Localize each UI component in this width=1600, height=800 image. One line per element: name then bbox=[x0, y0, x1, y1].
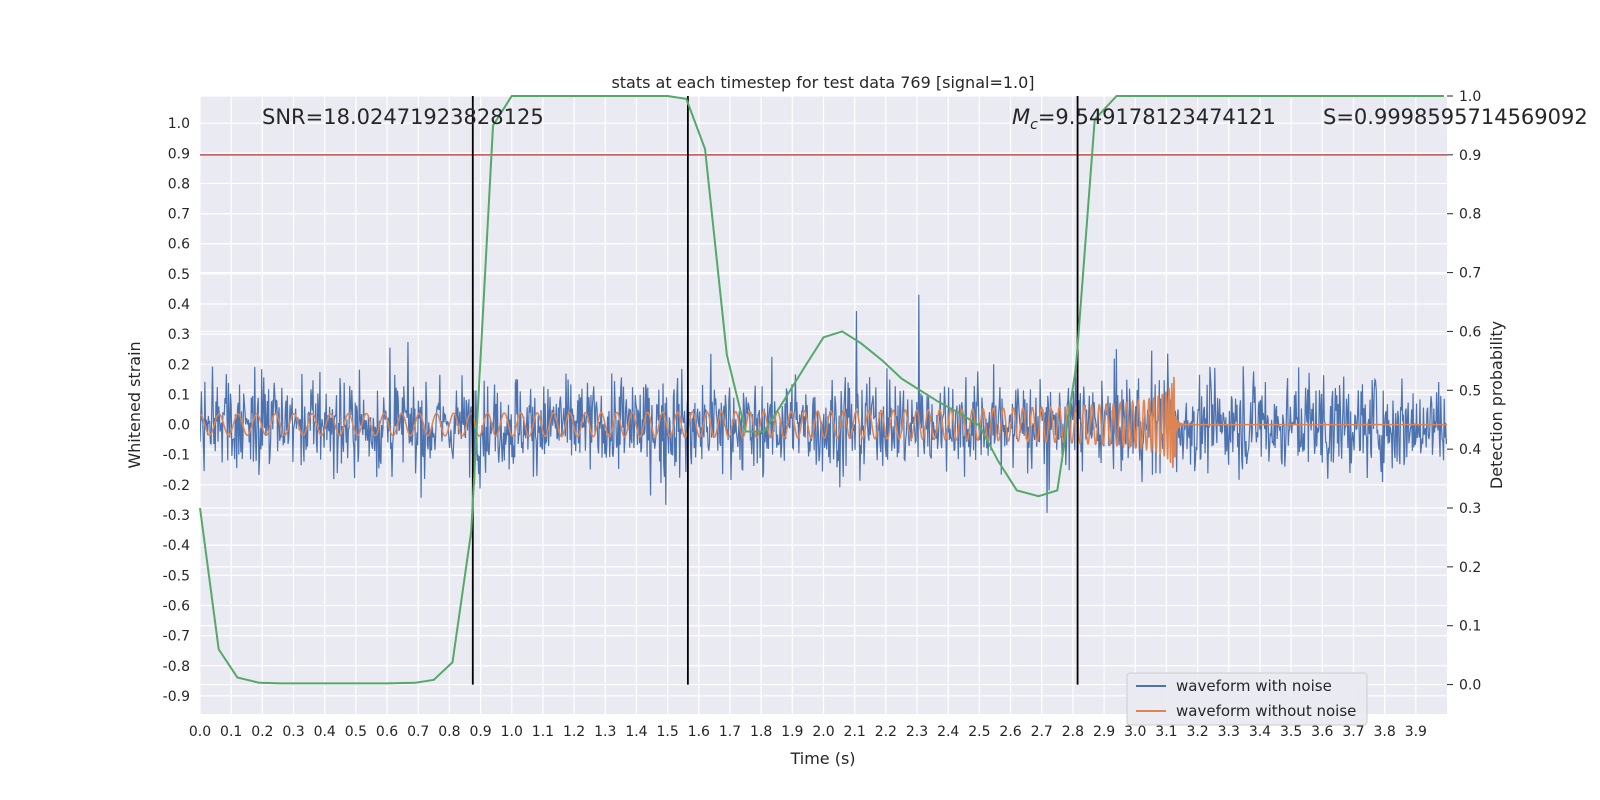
x-tick-label: 1.1 bbox=[532, 724, 554, 740]
y2-tick-label: 0.3 bbox=[1459, 501, 1481, 517]
snr-annotation: SNR=18.02471923828125 bbox=[262, 105, 544, 129]
x-tick-label: 1.7 bbox=[719, 724, 741, 740]
vertical-lines bbox=[471, 96, 1079, 685]
y-tick-label: 0.1 bbox=[168, 387, 190, 403]
chirp-mass-annotation: Mc=9.549178123474121 bbox=[1012, 105, 1276, 133]
probability-series bbox=[199, 95, 1444, 685]
x-tick-label: 0.9 bbox=[469, 724, 491, 740]
x-tick-label: 2.0 bbox=[812, 724, 834, 740]
x-tick-label: 0.5 bbox=[345, 724, 367, 740]
x-tick-label: 1.6 bbox=[688, 724, 710, 740]
legend-box bbox=[1126, 672, 1368, 726]
y2-axis-ticks: 1.0 0.9 0.8 0.7 0.6 0.5 0.4 0.3 0.2 0.1 0.0 bbox=[1447, 89, 1481, 694]
clean-waveform-series bbox=[200, 376, 1447, 469]
x-tick-label: 1.5 bbox=[656, 724, 678, 740]
y-tick-label: -0.7 bbox=[163, 629, 190, 645]
y2-axis-label: Detection probability bbox=[1487, 321, 1506, 489]
x-tick-label: 3.4 bbox=[1249, 724, 1271, 740]
y-tick-label: 0.5 bbox=[168, 267, 190, 283]
y2-tick-label: 0.6 bbox=[1459, 324, 1481, 340]
x-tick-label: 2.8 bbox=[1062, 724, 1084, 740]
x-tick-label: 0.3 bbox=[282, 724, 304, 740]
y-axis-ticks: 1.0 0.9 0.8 0.7 0.6 0.5 0.4 0.3 0.2 0.1 0.0 -0.1 -0.… bbox=[163, 116, 190, 705]
y-tick-label: -0.4 bbox=[163, 538, 190, 554]
y-tick-label: 0.4 bbox=[168, 297, 190, 313]
y-tick-label: 0.9 bbox=[168, 146, 190, 162]
x-tick-label: 2.4 bbox=[937, 724, 959, 740]
x-tick-label: 1.9 bbox=[781, 724, 803, 740]
noisy-waveform-line bbox=[200, 294, 1447, 513]
legend: waveform with noise waveform without noi… bbox=[1126, 672, 1368, 726]
x-tick-label: 3.8 bbox=[1374, 724, 1396, 740]
x-tick-label: 0.4 bbox=[314, 724, 336, 740]
x-tick-label: 3.5 bbox=[1280, 724, 1302, 740]
x-tick-label: 2.2 bbox=[875, 724, 897, 740]
x-tick-label: 2.9 bbox=[1093, 724, 1115, 740]
y-tick-label: -0.1 bbox=[163, 448, 190, 464]
y2-tick-label: 1.0 bbox=[1459, 89, 1481, 105]
y2-tick-label: 0.4 bbox=[1459, 442, 1481, 458]
x-tick-label: 0.2 bbox=[251, 724, 273, 740]
x-tick-label: 3.1 bbox=[1155, 724, 1177, 740]
chirp-mass-symbol: M bbox=[1012, 105, 1030, 129]
y2-tick-label: 0.0 bbox=[1459, 678, 1481, 694]
y-tick-label: -0.5 bbox=[163, 568, 190, 584]
y-tick-label: 0.0 bbox=[168, 418, 190, 434]
x-tick-label: 2.6 bbox=[999, 724, 1021, 740]
chirp-mass-subscript: c bbox=[1030, 117, 1038, 133]
y-tick-label: 0.3 bbox=[168, 327, 190, 343]
y-tick-label: -0.2 bbox=[163, 478, 190, 494]
x-tick-label: 1.0 bbox=[501, 724, 523, 740]
y-tick-label: -0.9 bbox=[163, 689, 190, 705]
x-tick-label: 0.1 bbox=[220, 724, 242, 740]
y2-tick-label: 0.1 bbox=[1459, 619, 1481, 635]
x-tick-label: 3.7 bbox=[1342, 724, 1364, 740]
x-tick-label: 3.2 bbox=[1186, 724, 1208, 740]
x-tick-label: 3.9 bbox=[1405, 724, 1427, 740]
x-tick-label: 0.8 bbox=[438, 724, 460, 740]
chart-title: stats at each timestep for test data 769… bbox=[611, 73, 1034, 92]
x-tick-label: 2.5 bbox=[968, 724, 990, 740]
grid bbox=[199, 95, 1447, 714]
noisy-waveform-series bbox=[200, 294, 1447, 513]
y-axis-label: Whitened strain bbox=[125, 341, 144, 468]
y-tick-label: -0.6 bbox=[163, 598, 190, 614]
x-axis-ticks: 0.0 0.1 0.2 0.3 0.4 0.5 0.6 0.7 0.8 0.9 1.0 1.1 1.2 1… bbox=[189, 724, 1427, 740]
y2-tick-label: 0.7 bbox=[1459, 266, 1481, 282]
chirp-mass-value: =9.549178123474121 bbox=[1038, 105, 1276, 129]
y-tick-label: 0.6 bbox=[168, 237, 190, 253]
y-tick-label: 1.0 bbox=[168, 116, 190, 132]
x-tick-label: 0.0 bbox=[189, 724, 211, 740]
x-tick-label: 3.6 bbox=[1311, 724, 1333, 740]
x-axis-label: Time (s) bbox=[789, 749, 855, 768]
y2-tick-label: 0.2 bbox=[1459, 560, 1481, 576]
x-tick-label: 1.4 bbox=[625, 724, 647, 740]
x-tick-label: 0.7 bbox=[407, 724, 429, 740]
x-tick-label: 1.8 bbox=[750, 724, 772, 740]
x-tick-label: 3.3 bbox=[1218, 724, 1240, 740]
y2-tick-label: 0.8 bbox=[1459, 207, 1481, 223]
probability-line bbox=[199, 95, 1444, 685]
x-tick-label: 2.3 bbox=[906, 724, 928, 740]
y-tick-label: 0.2 bbox=[168, 357, 190, 373]
clean-waveform-line bbox=[200, 376, 1447, 469]
legend-label-noisy: waveform with noise bbox=[1176, 677, 1332, 695]
y2-tick-label: 0.5 bbox=[1459, 383, 1481, 399]
x-tick-label: 0.6 bbox=[376, 724, 398, 740]
legend-label-clean: waveform without noise bbox=[1176, 702, 1356, 720]
s-annotation: S=0.9998595714569092 bbox=[1323, 105, 1588, 129]
x-tick-label: 2.1 bbox=[844, 724, 866, 740]
y-tick-label: -0.3 bbox=[163, 508, 190, 524]
x-tick-label: 3.0 bbox=[1124, 724, 1146, 740]
y-tick-label: -0.8 bbox=[163, 659, 190, 675]
x-tick-label: 1.3 bbox=[594, 724, 616, 740]
x-tick-label: 1.2 bbox=[563, 724, 585, 740]
y2-tick-label: 0.9 bbox=[1459, 148, 1481, 164]
y-tick-label: 0.8 bbox=[168, 176, 190, 192]
x-tick-label: 2.7 bbox=[1031, 724, 1053, 740]
y-tick-label: 0.7 bbox=[168, 207, 190, 223]
